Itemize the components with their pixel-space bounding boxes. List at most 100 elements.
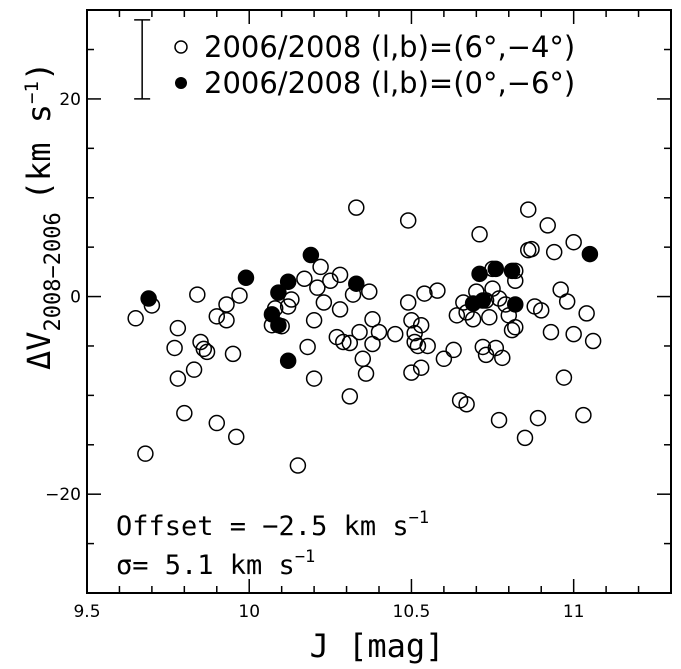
open-point	[166, 339, 183, 357]
open-point	[412, 359, 430, 376]
open-point	[490, 290, 508, 307]
open-point	[416, 285, 433, 302]
x-tick-label: 10	[238, 602, 260, 622]
filled-point	[140, 290, 157, 307]
x-axis-title: J [mag]	[310, 627, 445, 665]
open-point	[227, 428, 245, 446]
offset-annotation: Offset = −2.5 km s−1	[116, 508, 429, 542]
open-point	[364, 335, 381, 353]
y-axis-subscript: 2008−2006	[41, 212, 66, 331]
open-point	[231, 287, 248, 304]
filled-point	[474, 292, 492, 309]
open-point	[399, 294, 417, 311]
open-point	[542, 323, 560, 341]
filled-point	[487, 260, 505, 278]
open-point	[523, 240, 540, 258]
offset-exponent: −1	[409, 508, 429, 528]
legend-marker-open	[174, 40, 188, 54]
open-point	[370, 323, 388, 341]
x-tick-label: 11	[563, 602, 585, 622]
y-axis-units: (km s	[20, 104, 58, 200]
legend-label-filled: 2006/2008 (l,b)=(0°,−6°)	[204, 66, 575, 100]
open-point	[545, 243, 563, 261]
open-point	[403, 312, 420, 329]
open-point	[331, 266, 349, 284]
y-tick-label: 0	[70, 288, 81, 308]
open-point	[341, 334, 359, 352]
open-point	[448, 307, 466, 324]
open-point	[503, 321, 521, 339]
y-tick-labels: −20 0 20	[45, 90, 81, 505]
open-point	[429, 282, 446, 299]
legend-marker-filled	[175, 77, 187, 89]
x-tick-labels: 9.5 10 10.5 11	[73, 602, 584, 622]
open-point	[312, 258, 329, 276]
open-point	[176, 404, 193, 422]
legend-label-open: 2006/2008 (l,b)=(6°,−4°)	[204, 30, 575, 64]
error-bar	[134, 19, 151, 100]
open-point	[169, 319, 187, 337]
open-point	[516, 429, 534, 447]
open-point	[348, 199, 365, 216]
open-point	[299, 338, 316, 356]
x-tick-label: 10.5	[393, 602, 431, 622]
filled-point	[302, 246, 320, 264]
open-point	[335, 333, 352, 351]
open-point	[218, 312, 235, 329]
open-point	[435, 350, 453, 368]
sigma-exponent: −1	[295, 547, 315, 567]
open-point	[519, 201, 537, 218]
annotations: Offset = −2.5 km s−1 σ= 5.1 km s−1	[116, 508, 429, 581]
open-point	[490, 411, 508, 429]
open-point	[575, 406, 592, 424]
open-point	[539, 217, 556, 234]
y-axis-close: )	[20, 62, 58, 81]
open-point	[283, 291, 300, 308]
open-point	[357, 365, 375, 382]
open-point	[208, 308, 226, 325]
legend: 2006/2008 (l,b)=(6°,−4°) 2006/2008 (l,b)…	[174, 30, 575, 100]
y-axis-delta: ΔV	[20, 331, 58, 370]
open-point	[296, 270, 313, 288]
open-point	[331, 301, 349, 318]
open-point	[315, 294, 333, 311]
open-point	[399, 212, 417, 229]
open-point	[351, 323, 368, 341]
open-point	[565, 325, 582, 343]
open-point	[361, 283, 378, 300]
open-point	[341, 388, 359, 405]
open-point	[419, 337, 436, 355]
open-point	[169, 370, 187, 387]
filled-point	[270, 284, 287, 301]
open-point	[507, 318, 524, 336]
open-point	[305, 312, 323, 329]
open-point	[224, 345, 242, 363]
open-point	[354, 350, 372, 368]
sigma-text: σ= 5.1 km s	[116, 550, 295, 581]
open-point	[127, 310, 144, 327]
open-point	[532, 302, 550, 319]
open-point	[309, 279, 326, 296]
y-tick-label: 20	[59, 90, 81, 110]
open-point	[445, 341, 462, 359]
open-point	[218, 296, 235, 313]
sigma-annotation: σ= 5.1 km s−1	[116, 547, 315, 581]
filled-point	[348, 275, 365, 292]
filled-point	[279, 352, 297, 370]
open-point	[195, 340, 213, 358]
open-point	[565, 233, 582, 251]
filled-point	[237, 269, 255, 287]
open-point	[386, 325, 404, 343]
open-point	[494, 349, 511, 367]
open-point	[322, 272, 339, 289]
open-point	[558, 293, 576, 310]
y-axis-title: ΔV2008−2006 (km s−1)	[20, 62, 66, 370]
open-point	[529, 409, 547, 427]
open-point	[403, 364, 420, 381]
open-point	[208, 414, 226, 432]
open-point	[464, 311, 482, 328]
open-point	[471, 226, 488, 243]
open-point	[185, 361, 203, 378]
open-point	[555, 369, 573, 386]
filled-point	[279, 273, 297, 290]
